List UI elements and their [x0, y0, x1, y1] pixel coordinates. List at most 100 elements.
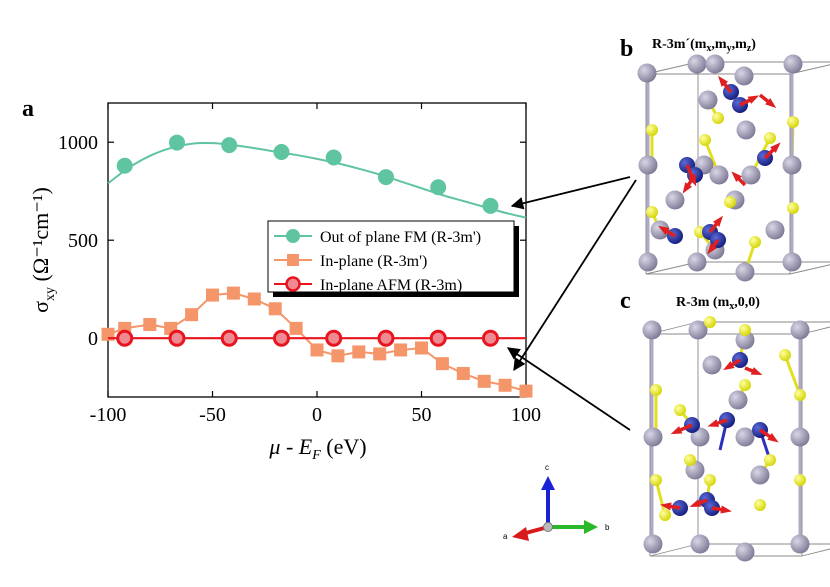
y-tick-label: 0 — [88, 328, 98, 350]
spin-arrowhead — [747, 95, 760, 104]
legend-label-afm: In-plane AFM (R-3m) — [320, 277, 462, 294]
bi-atom — [687, 54, 707, 74]
bi-atom — [688, 320, 708, 340]
te-atom — [739, 324, 751, 336]
te-atom — [674, 404, 686, 416]
data-point — [430, 179, 447, 196]
bi-atom — [687, 252, 707, 272]
bi-atom — [734, 66, 754, 86]
panel-b-title: R-3m´(mx,my,mz) — [652, 37, 756, 54]
spin-arrowhead — [658, 225, 670, 235]
chart-panel-a: a 0 500 1000 -100 -50 0 50 100 σxy (Ω⁻¹cm⁻¹) μ… — [22, 96, 541, 463]
spin-arrowhead — [720, 505, 732, 514]
te-atom — [724, 196, 736, 208]
y-axis-ticks: 0 500 1000 — [58, 132, 526, 350]
te-atom — [659, 509, 671, 521]
data-point — [273, 144, 290, 160]
series-2 — [108, 329, 526, 347]
bi-atom — [790, 320, 810, 340]
data-point — [352, 345, 366, 359]
data-point — [325, 149, 342, 166]
bi-atom — [643, 534, 663, 554]
te-atom — [646, 206, 658, 218]
spin-arrowhead — [750, 367, 763, 375]
bi-atom — [690, 534, 710, 554]
bi-atom — [698, 90, 718, 110]
spin-arrowhead — [707, 243, 717, 255]
bi-atom — [637, 63, 657, 83]
te-atom — [704, 474, 716, 486]
bi-atom — [735, 542, 755, 562]
triad-label-a: a — [503, 532, 508, 541]
panel-c-title: R-3m (mx,0,0) — [676, 295, 760, 312]
data-point — [373, 347, 387, 361]
arrow-to-inplane-curve — [513, 179, 637, 372]
data-point — [394, 343, 408, 357]
data-point — [116, 157, 133, 174]
legend-label-fm: Out of plane FM (R-3m') — [320, 229, 481, 246]
unit-cell-edge — [801, 548, 830, 557]
x-tick-label: 0 — [312, 404, 322, 426]
series-line — [107, 142, 527, 219]
data-point — [331, 349, 345, 363]
legend-marker-fm — [286, 229, 300, 243]
data-point — [477, 374, 491, 388]
crystal-panel-c: c R-3m (mx,0,0) — [620, 288, 830, 562]
x-axis-ticks: -100 -50 0 50 100 — [90, 103, 541, 426]
bi-atom — [638, 155, 658, 175]
y-tick-label: 1000 — [58, 132, 98, 154]
legend-marker-afm — [285, 276, 301, 292]
data-point — [415, 341, 428, 355]
series-0 — [107, 134, 527, 219]
te-atom — [749, 236, 761, 248]
data-point — [289, 321, 303, 335]
triad-label-b: b — [605, 523, 610, 532]
data-point — [377, 329, 395, 347]
y-axis-label: σxy (Ω⁻¹cm⁻¹) — [28, 187, 58, 313]
data-point — [325, 329, 343, 347]
te-atom — [739, 379, 751, 391]
te-atom — [684, 454, 696, 466]
spin-arrowhead — [723, 361, 735, 371]
te-atom — [787, 116, 799, 128]
arrow-from-panel-c — [506, 347, 631, 431]
data-point — [481, 329, 499, 347]
bi-atom — [650, 220, 670, 240]
data-point — [221, 137, 238, 154]
bi-atom — [735, 330, 755, 350]
bi-atom — [709, 165, 729, 185]
spin-arrowhead — [689, 499, 702, 507]
te-atom — [779, 349, 791, 361]
bi-atom — [790, 427, 810, 447]
data-point — [185, 308, 199, 322]
te-atom — [764, 132, 776, 144]
crystal-structure-b — [637, 54, 830, 282]
te-atom — [650, 474, 662, 486]
te-atom — [699, 134, 711, 146]
y-tick-label: 500 — [68, 230, 98, 252]
te-atom — [794, 389, 806, 401]
data-point — [247, 292, 261, 306]
te-atom — [650, 384, 662, 396]
bi-atom — [638, 252, 658, 272]
bi-atom — [765, 220, 785, 240]
panel-a-label: a — [22, 96, 34, 122]
data-point — [116, 329, 134, 347]
bond — [783, 354, 802, 396]
spin-arrowhead — [660, 502, 672, 511]
bi-atom — [783, 54, 803, 74]
data-point — [168, 329, 186, 347]
data-point — [268, 302, 282, 316]
crystal-panel-b: b R-3m´(mx,my,mz) — [620, 36, 830, 282]
axes-triad: c b a — [503, 463, 610, 541]
data-point — [310, 343, 324, 357]
unit-cell-edge — [649, 543, 699, 557]
data-point — [143, 317, 157, 331]
unit-cell-edge — [789, 64, 830, 75]
te-atom — [794, 474, 806, 486]
bi-atom — [735, 427, 755, 447]
bi-atom — [728, 390, 748, 410]
spin-arrowhead — [731, 171, 742, 182]
bi-atom — [643, 427, 663, 447]
